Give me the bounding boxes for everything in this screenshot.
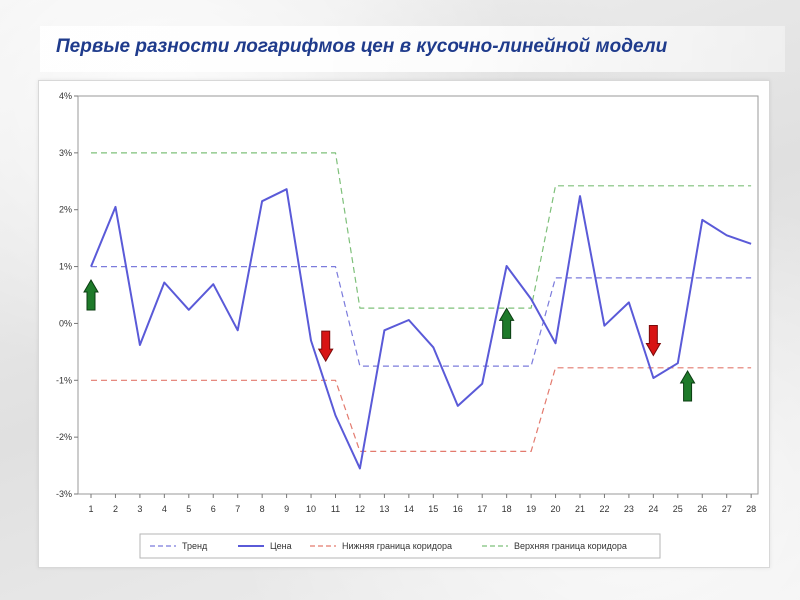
arrow-down-icon <box>317 330 334 363</box>
arrow-down-icon <box>645 324 662 357</box>
arrow-up-icon <box>498 307 515 339</box>
x-tick-label: 12 <box>355 504 365 514</box>
y-tick-label: 3% <box>59 148 72 158</box>
page-title: Первые разности логарифмов цен в кусочно… <box>56 36 668 57</box>
series-line-3 <box>91 367 752 452</box>
legend-label: Цена <box>270 541 292 551</box>
x-tick-label: 4 <box>162 504 167 514</box>
x-tick-label: 11 <box>331 504 340 514</box>
x-tick-label: 19 <box>526 504 536 514</box>
y-tick-label: 2% <box>59 205 72 215</box>
chart-axes: 4%3%2%1%0%-1%-2%-3%1 2 3 4 5 6 7 8 9 10 11 12 13 14 15… <box>56 91 759 514</box>
arrow-up-icon <box>83 279 99 311</box>
series-line-4 <box>91 152 752 309</box>
x-tick-label: 7 <box>235 504 240 514</box>
x-tick-label: 10 <box>306 504 316 514</box>
legend-label: Тренд <box>182 541 208 551</box>
series-line-1 <box>91 266 752 367</box>
title-band <box>40 26 785 72</box>
legend-box <box>139 533 661 559</box>
x-tick-label: 24 <box>648 504 658 514</box>
series-line-2 <box>90 188 752 470</box>
x-tick-label: 15 <box>428 504 438 514</box>
x-tick-label: 13 <box>379 504 389 514</box>
x-tick-label: 16 <box>453 504 463 514</box>
x-tick-label: 27 <box>722 504 732 514</box>
x-tick-label: 1 <box>88 504 93 514</box>
x-tick-label: 22 <box>599 504 609 514</box>
x-tick-label: 6 <box>211 504 216 514</box>
y-tick-label: -1% <box>56 375 72 385</box>
legend-label: Верхняя граница коридора <box>514 541 627 551</box>
x-tick-label: 26 <box>697 504 707 514</box>
x-tick-label: 25 <box>673 504 683 514</box>
y-tick-label: 4% <box>59 91 72 101</box>
x-tick-label: 21 <box>575 504 585 514</box>
y-tick-label: -3% <box>56 489 72 499</box>
chart-series <box>90 152 752 470</box>
x-tick-label: 20 <box>551 504 561 514</box>
plot-area-frame <box>77 95 759 495</box>
arrow-up-icon <box>679 369 696 402</box>
x-tick-label: 23 <box>624 504 634 514</box>
chart-annotations <box>83 279 696 402</box>
x-tick-label: 28 <box>746 504 756 514</box>
chart-panel <box>38 80 770 568</box>
x-tick-label: 5 <box>186 504 191 514</box>
x-tick-label: 3 <box>137 504 142 514</box>
x-tick-label: 9 <box>284 504 289 514</box>
y-tick-label: 0% <box>59 318 72 328</box>
x-tick-label: 18 <box>502 504 512 514</box>
x-tick-label: 14 <box>404 504 414 514</box>
x-tick-label: 8 <box>260 504 265 514</box>
legend-label: Нижняя граница коридора <box>342 541 452 551</box>
x-tick-label: 17 <box>477 504 487 514</box>
y-tick-label: -2% <box>56 432 72 442</box>
x-tick-label: 2 <box>113 504 118 514</box>
y-tick-label: 1% <box>59 262 72 272</box>
chart-legend: Тренд Цена Нижняя граница коридора Верхняя … <box>139 533 661 559</box>
